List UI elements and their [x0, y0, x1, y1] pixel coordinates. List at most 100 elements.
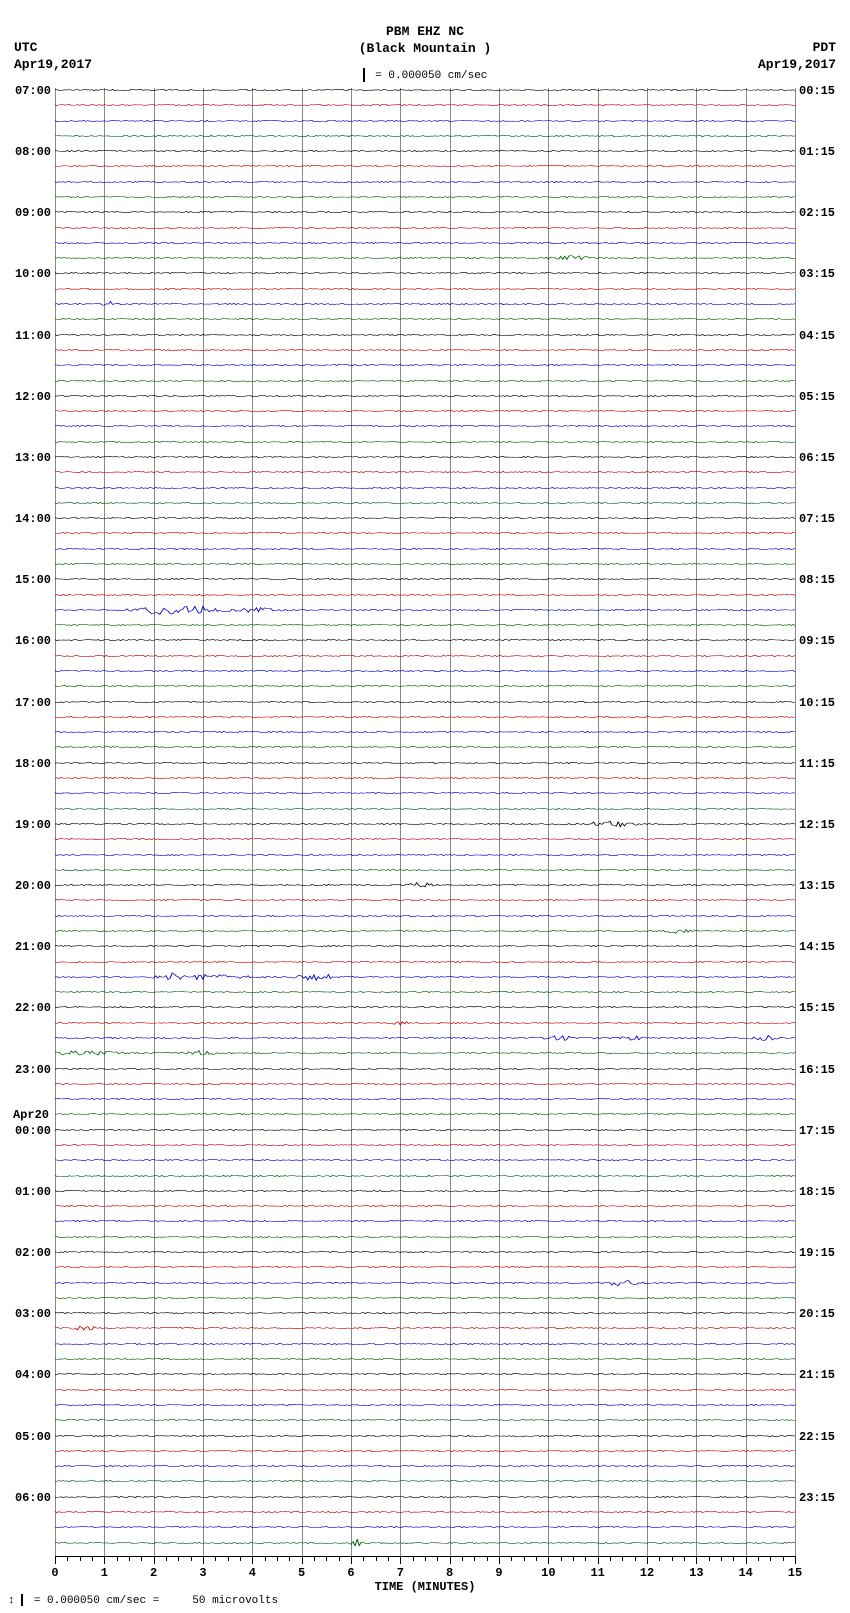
trace-waveform	[55, 390, 795, 402]
pdt-time-label: 07:15	[799, 512, 843, 526]
utc-time-label: 02:00	[7, 1246, 51, 1260]
trace-waveform	[55, 894, 795, 906]
trace-row: 22:0015:15	[55, 1007, 795, 1011]
trace-waveform	[55, 130, 795, 142]
trace-row	[55, 1237, 795, 1241]
trace-waveform	[55, 298, 795, 310]
trace-waveform	[55, 313, 795, 325]
x-tick-major	[104, 1556, 105, 1564]
utc-time-label: 22:00	[7, 1001, 51, 1015]
pdt-time-label: 01:15	[799, 145, 843, 159]
trace-row	[55, 992, 795, 996]
trace-waveform	[55, 1491, 795, 1503]
tz-right-date: Apr19,2017	[758, 57, 836, 74]
trace-waveform	[55, 1185, 795, 1197]
trace-waveform	[55, 405, 795, 417]
pdt-time-label: 02:15	[799, 206, 843, 220]
trace-waveform	[55, 986, 795, 998]
trace-waveform	[55, 665, 795, 677]
trace-row: 02:0019:15	[55, 1252, 795, 1256]
trace-row	[55, 289, 795, 293]
trace-row	[55, 197, 795, 201]
trace-waveform	[55, 1246, 795, 1258]
trace-row	[55, 1451, 795, 1455]
trace-row: 15:0008:15	[55, 579, 795, 583]
trace-row	[55, 839, 795, 843]
footer-text-prefix: = 0.000050 cm/sec =	[34, 1595, 159, 1607]
seismogram-plot: 07:0000:1508:0001:1509:0002:1510:0003:15…	[55, 88, 795, 1556]
trace-row	[55, 258, 795, 262]
trace-row	[55, 1160, 795, 1164]
trace-row	[55, 1298, 795, 1302]
trace-waveform	[55, 482, 795, 494]
chart-header: PBM EHZ NC (Black Mountain )	[0, 24, 850, 58]
trace-waveform	[55, 1414, 795, 1426]
x-tick-minor	[672, 1556, 673, 1561]
pdt-time-label: 03:15	[799, 267, 843, 281]
trace-row	[55, 350, 795, 354]
pdt-time-label: 00:15	[799, 84, 843, 98]
trace-row: 01:0018:15	[55, 1191, 795, 1195]
trace-row	[55, 533, 795, 537]
timezone-left: UTC Apr19,2017	[14, 40, 92, 74]
x-tick-label: 13	[689, 1566, 703, 1580]
trace-waveform	[55, 619, 795, 631]
trace-row	[55, 1145, 795, 1149]
x-tick-minor	[770, 1556, 771, 1561]
utc-time-label: 20:00	[7, 879, 51, 893]
trace-row	[55, 166, 795, 170]
trace-waveform	[55, 466, 795, 478]
utc-time-label: 21:00	[7, 940, 51, 954]
trace-waveform	[55, 252, 795, 264]
pdt-time-label: 06:15	[799, 451, 843, 465]
trace-row: 04:0021:15	[55, 1374, 795, 1378]
trace-row	[55, 1359, 795, 1363]
trace-waveform	[55, 803, 795, 815]
scale-bar-icon	[363, 68, 365, 82]
trace-row	[55, 136, 795, 140]
x-tick-major	[450, 1556, 451, 1564]
trace-waveform	[55, 1093, 795, 1105]
scale-reference: = 0.000050 cm/sec	[0, 68, 850, 82]
trace-row: 09:0002:15	[55, 212, 795, 216]
x-tick-minor	[92, 1556, 93, 1561]
x-tick-minor	[622, 1556, 623, 1561]
x-tick-minor	[215, 1556, 216, 1561]
utc-time-label: 15:00	[7, 573, 51, 587]
trace-row	[55, 625, 795, 629]
trace-waveform	[55, 956, 795, 968]
trace-row	[55, 1512, 795, 1516]
trace-waveform	[55, 818, 795, 830]
x-tick-major	[548, 1556, 549, 1564]
x-tick-label: 6	[347, 1566, 354, 1580]
trace-waveform	[55, 237, 795, 249]
trace-row	[55, 1527, 795, 1531]
utc-time-label: 00:00	[7, 1124, 51, 1138]
footer-text-suffix: 50 microvolts	[192, 1595, 278, 1607]
x-tick-label: 15	[788, 1566, 802, 1580]
trace-row	[55, 1328, 795, 1332]
trace-row	[55, 1206, 795, 1210]
trace-waveform	[55, 1063, 795, 1075]
trace-row	[55, 1053, 795, 1057]
trace-row: 03:0020:15	[55, 1313, 795, 1317]
x-tick-major	[302, 1556, 303, 1564]
trace-waveform	[55, 864, 795, 876]
utc-time-label: 12:00	[7, 390, 51, 404]
trace-waveform	[55, 329, 795, 341]
trace-waveform	[55, 1353, 795, 1365]
x-tick-minor	[573, 1556, 574, 1561]
x-tick-major	[252, 1556, 253, 1564]
trace-row	[55, 1038, 795, 1042]
x-tick-minor	[524, 1556, 525, 1561]
trace-waveform	[55, 971, 795, 983]
x-tick-minor	[314, 1556, 315, 1561]
trace-row	[55, 595, 795, 599]
trace-row: 13:0006:15	[55, 457, 795, 461]
x-tick-minor	[80, 1556, 81, 1561]
trace-waveform	[55, 1139, 795, 1151]
x-tick-major	[696, 1556, 697, 1564]
trace-waveform	[55, 1154, 795, 1166]
pdt-time-label: 15:15	[799, 1001, 843, 1015]
trace-waveform	[55, 1200, 795, 1212]
